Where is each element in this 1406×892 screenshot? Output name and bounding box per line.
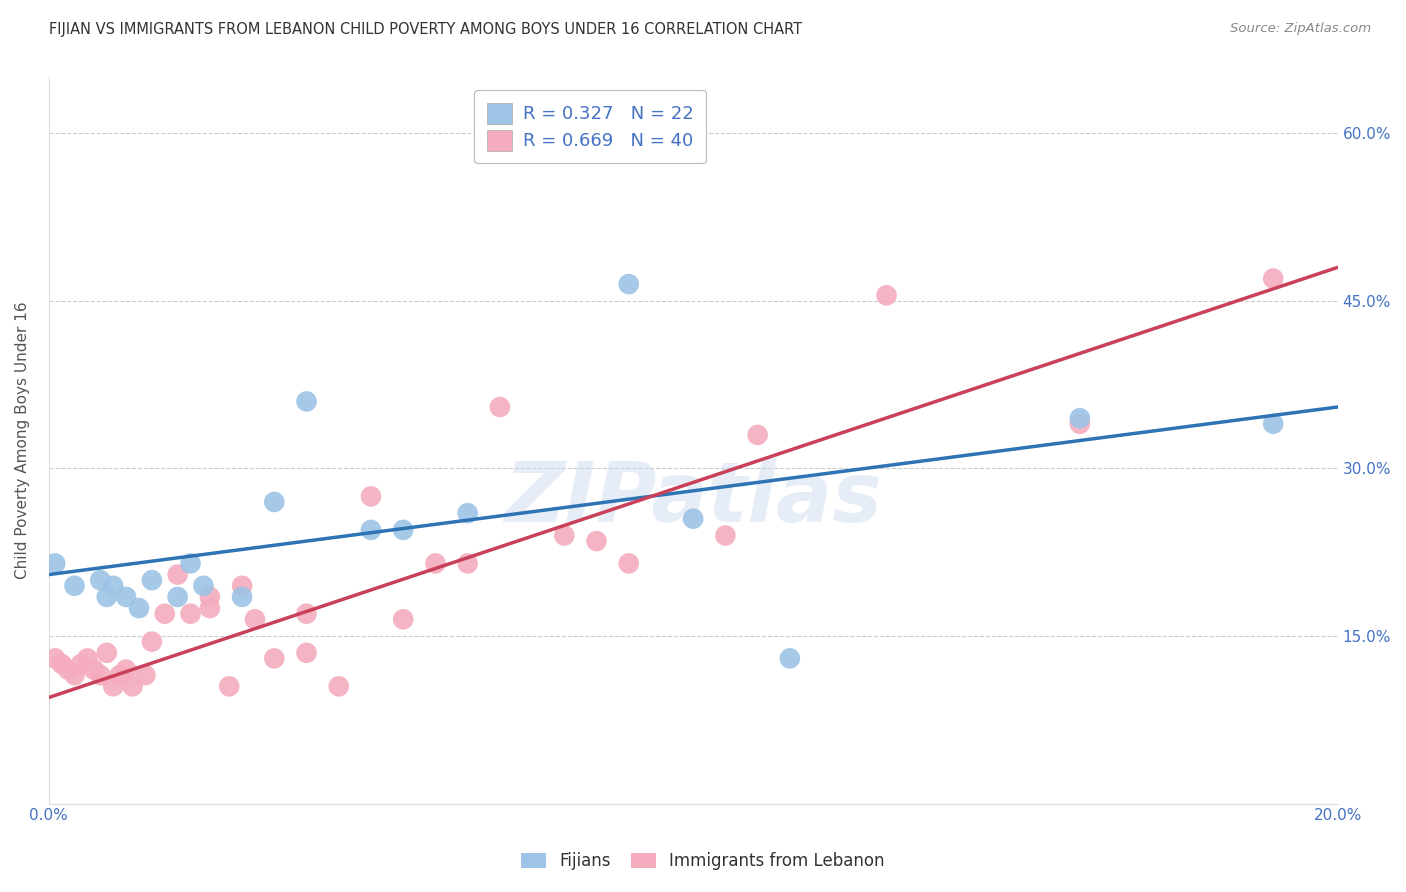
Point [166, 567, 188, 582]
Point [115, 663, 138, 677]
Point [180, 557, 202, 571]
Point [1069, 417, 1091, 431]
Point [141, 573, 163, 587]
Point [1069, 411, 1091, 425]
Point [70, 657, 93, 671]
Point [51, 657, 73, 671]
Point [96, 590, 118, 604]
Point [489, 400, 512, 414]
Point [115, 590, 138, 604]
Point [682, 512, 704, 526]
Point [360, 523, 382, 537]
Point [56, 663, 79, 677]
Point [747, 428, 769, 442]
Point [295, 607, 318, 621]
Text: Source: ZipAtlas.com: Source: ZipAtlas.com [1230, 22, 1371, 36]
Text: ZIPatlas: ZIPatlas [505, 458, 882, 539]
Point [1263, 417, 1285, 431]
Point [166, 590, 188, 604]
Point [134, 668, 156, 682]
Point [44, 651, 66, 665]
Point [89, 668, 111, 682]
Legend: R = 0.327   N = 22, R = 0.669   N = 40: R = 0.327 N = 22, R = 0.669 N = 40 [474, 90, 706, 163]
Point [108, 668, 131, 682]
Point [83, 663, 105, 677]
Point [1263, 271, 1285, 285]
Point [295, 394, 318, 409]
Point [263, 495, 285, 509]
Point [779, 651, 801, 665]
Point [121, 679, 143, 693]
Point [243, 612, 266, 626]
Point [457, 557, 479, 571]
Point [153, 607, 176, 621]
Point [141, 634, 163, 648]
Point [231, 590, 253, 604]
Point [193, 579, 215, 593]
Point [180, 607, 202, 621]
Point [328, 679, 350, 693]
Point [617, 277, 640, 292]
Point [360, 489, 382, 503]
Legend: Fijians, Immigrants from Lebanon: Fijians, Immigrants from Lebanon [515, 846, 891, 877]
Point [295, 646, 318, 660]
Point [89, 573, 111, 587]
Point [876, 288, 898, 302]
Point [425, 557, 447, 571]
Point [231, 579, 253, 593]
Point [585, 534, 607, 549]
Point [457, 506, 479, 520]
Point [76, 651, 98, 665]
Point [63, 668, 86, 682]
Point [128, 601, 150, 615]
Point [103, 579, 125, 593]
Point [218, 679, 240, 693]
Point [714, 528, 737, 542]
Point [392, 612, 415, 626]
Point [392, 523, 415, 537]
Point [44, 557, 66, 571]
Point [617, 557, 640, 571]
Point [198, 601, 221, 615]
Y-axis label: Child Poverty Among Boys Under 16: Child Poverty Among Boys Under 16 [15, 301, 30, 579]
Text: FIJIAN VS IMMIGRANTS FROM LEBANON CHILD POVERTY AMONG BOYS UNDER 16 CORRELATION : FIJIAN VS IMMIGRANTS FROM LEBANON CHILD … [49, 22, 803, 37]
Point [198, 590, 221, 604]
Point [103, 679, 125, 693]
Point [553, 528, 575, 542]
Point [96, 646, 118, 660]
Point [63, 579, 86, 593]
Point [263, 651, 285, 665]
